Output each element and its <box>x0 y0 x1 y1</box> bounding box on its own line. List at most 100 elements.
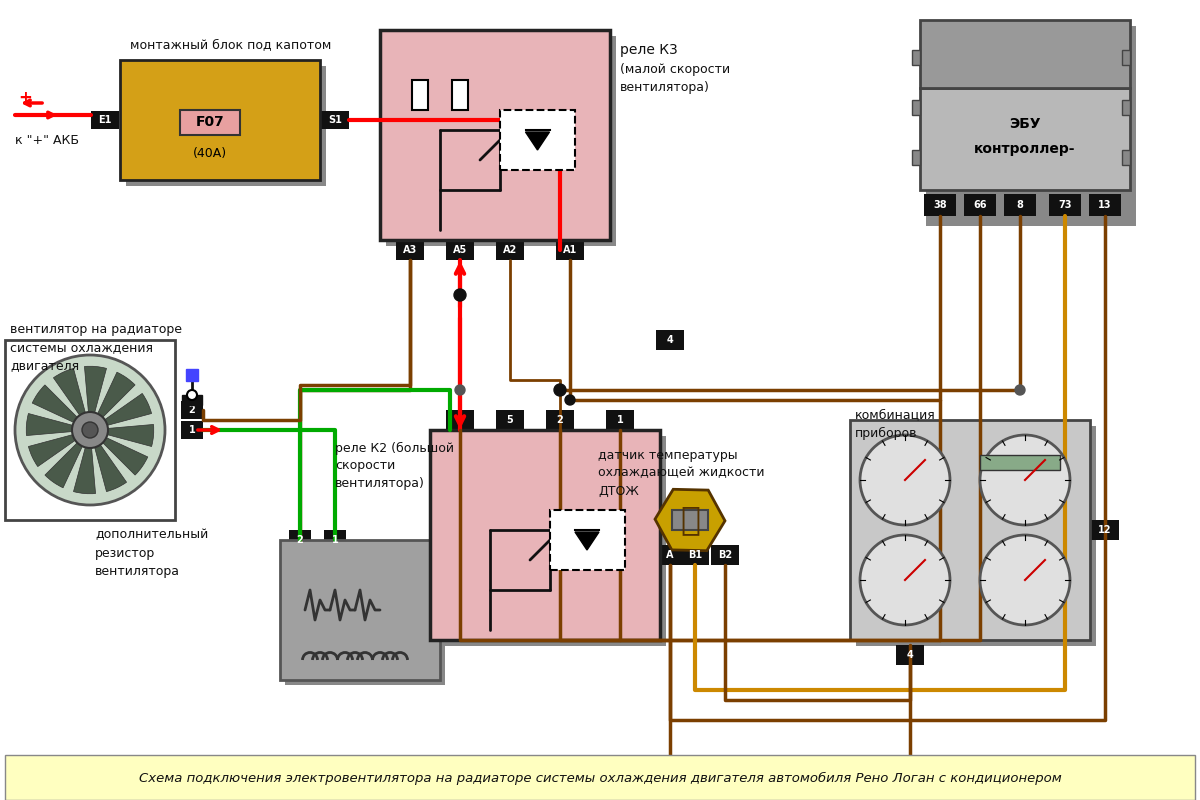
Bar <box>606 410 634 430</box>
Text: E1: E1 <box>98 115 112 125</box>
Text: 66: 66 <box>973 200 986 210</box>
Text: 73: 73 <box>1058 200 1072 210</box>
Circle shape <box>860 535 950 625</box>
Bar <box>924 194 956 216</box>
Wedge shape <box>84 366 107 430</box>
Bar <box>896 645 924 665</box>
Text: 4: 4 <box>667 335 673 345</box>
Bar <box>682 545 709 565</box>
Circle shape <box>565 395 575 405</box>
Bar <box>710 545 739 565</box>
Text: (малой скорости: (малой скорости <box>620 63 730 77</box>
Bar <box>1090 194 1121 216</box>
Wedge shape <box>54 369 90 430</box>
Bar <box>912 150 920 165</box>
Text: к "+" АКБ: к "+" АКБ <box>14 134 79 146</box>
Bar <box>1004 194 1036 216</box>
Circle shape <box>980 535 1070 625</box>
Text: Схема подключения электровентилятора на радиаторе системы охлаждения двигателя а: Схема подключения электровентилятора на … <box>139 771 1061 785</box>
Circle shape <box>554 384 566 396</box>
Text: 12: 12 <box>1098 525 1111 535</box>
Bar <box>856 426 1096 646</box>
Text: 13: 13 <box>1098 200 1111 210</box>
Text: монтажный блок под капотом: монтажный блок под капотом <box>130 38 331 51</box>
Bar <box>396 240 424 260</box>
Text: ДТОЖ: ДТОЖ <box>598 485 638 498</box>
Bar <box>1122 50 1130 65</box>
Text: реле К3: реле К3 <box>620 43 678 57</box>
Bar <box>920 20 1130 88</box>
Bar <box>500 110 575 170</box>
Text: дополнительный: дополнительный <box>95 529 209 542</box>
Bar <box>656 330 684 350</box>
Wedge shape <box>90 430 126 491</box>
Text: резистор: резистор <box>95 546 155 559</box>
Wedge shape <box>29 430 90 466</box>
Bar <box>412 80 428 110</box>
Text: комбинация: комбинация <box>854 409 936 422</box>
Bar <box>659 545 682 565</box>
Bar <box>546 410 574 430</box>
Circle shape <box>72 412 108 448</box>
Bar <box>91 111 119 129</box>
Wedge shape <box>32 385 90 430</box>
Wedge shape <box>26 414 90 435</box>
Polygon shape <box>575 532 599 550</box>
Text: 1: 1 <box>617 415 623 425</box>
Wedge shape <box>44 430 90 488</box>
Text: приборов: приборов <box>854 426 918 439</box>
Bar <box>430 430 660 640</box>
Bar <box>289 530 311 550</box>
Text: 4: 4 <box>907 650 913 660</box>
Bar <box>980 455 1060 470</box>
Text: F07: F07 <box>196 115 224 130</box>
Bar <box>5 755 1195 800</box>
Wedge shape <box>90 394 151 430</box>
Bar <box>1091 520 1120 540</box>
Bar <box>182 395 202 405</box>
Bar <box>446 240 474 260</box>
Wedge shape <box>90 372 136 430</box>
Circle shape <box>454 289 466 301</box>
Bar <box>496 240 524 260</box>
Text: реле К2 (большой: реле К2 (большой <box>335 442 454 454</box>
Text: 1: 1 <box>188 425 196 435</box>
Bar <box>380 30 610 240</box>
Text: 8: 8 <box>1016 200 1024 210</box>
Bar <box>550 510 625 570</box>
Text: скорости: скорости <box>335 459 395 473</box>
Text: A1: A1 <box>563 245 577 255</box>
Wedge shape <box>90 430 148 475</box>
Bar <box>556 240 584 260</box>
Text: S1: S1 <box>328 115 342 125</box>
Text: +: + <box>18 89 32 107</box>
Bar <box>672 510 708 530</box>
Text: контроллер-: контроллер- <box>974 142 1075 156</box>
Text: A3: A3 <box>403 245 418 255</box>
Bar <box>912 50 920 65</box>
Bar <box>1122 150 1130 165</box>
Text: 3: 3 <box>457 415 463 425</box>
Text: 2: 2 <box>296 535 304 545</box>
Text: B2: B2 <box>718 550 732 560</box>
Circle shape <box>82 422 98 438</box>
Circle shape <box>187 390 197 400</box>
Text: B1: B1 <box>688 550 702 560</box>
Text: (40A): (40A) <box>193 146 227 159</box>
Text: двигателя: двигателя <box>10 359 79 373</box>
Text: системы охлаждения: системы охлаждения <box>10 342 154 354</box>
Text: 2: 2 <box>188 405 196 415</box>
Text: 38: 38 <box>934 200 947 210</box>
Text: 2: 2 <box>557 415 563 425</box>
Text: охлаждающей жидкости: охлаждающей жидкости <box>598 466 764 479</box>
Wedge shape <box>73 430 96 494</box>
Bar <box>120 60 320 180</box>
Wedge shape <box>90 425 154 446</box>
Bar <box>920 88 1130 190</box>
Circle shape <box>980 435 1070 525</box>
Bar <box>324 530 346 550</box>
Bar <box>181 421 203 439</box>
Bar <box>850 420 1090 640</box>
Circle shape <box>1015 385 1025 395</box>
Text: вентилятор на радиаторе: вентилятор на радиаторе <box>10 323 182 337</box>
